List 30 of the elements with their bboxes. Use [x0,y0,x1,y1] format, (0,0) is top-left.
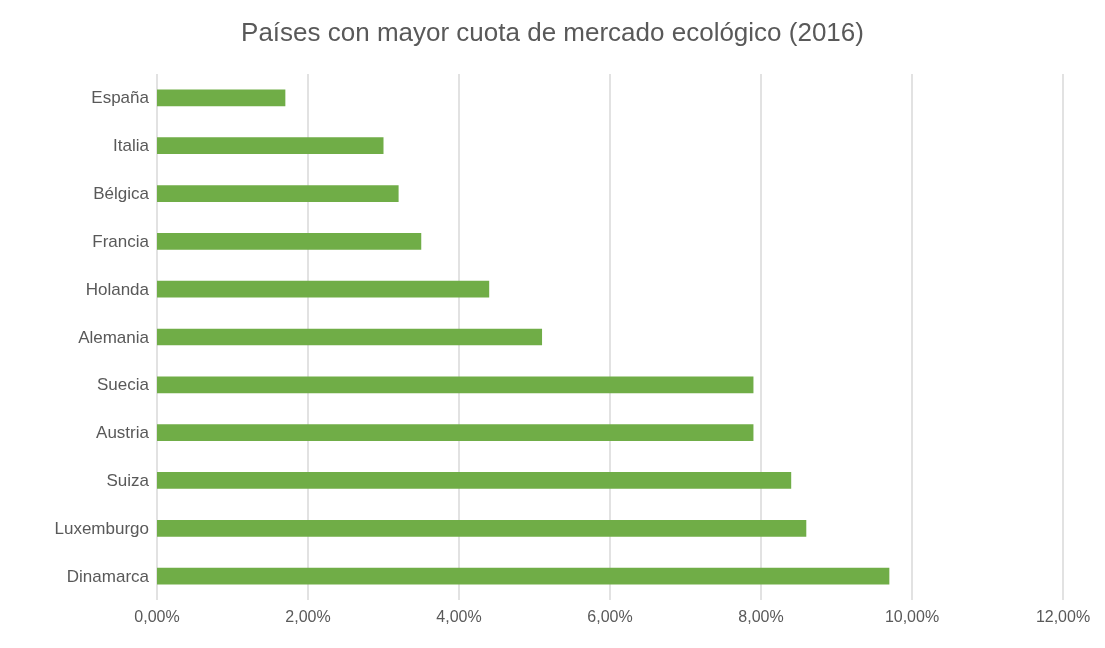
bar [157,376,754,394]
x-tick-label: 2,00% [285,607,331,625]
y-tick-label: Dinamarca [66,566,150,586]
bar [157,280,490,298]
y-tick-label: Bélgica [93,184,150,204]
y-tick-label: Luxemburgo [54,518,149,538]
x-tick-label: 12,00% [1035,607,1091,625]
y-tick-label: Austria [96,423,150,443]
y-tick-label: Suecia [97,375,150,395]
y-tick-label: Italia [113,136,150,156]
y-tick-label: Alemania [78,327,150,347]
bar [157,137,384,155]
bar [157,185,399,202]
x-tick-label: 8,00% [738,607,784,625]
y-tick-label: Holanda [85,279,150,299]
x-tick-label: 6,00% [587,607,633,625]
y-tick-label: Francia [92,231,150,251]
x-tick-label: 10,00% [884,607,940,625]
y-tick-label: España [91,88,150,108]
bar [157,472,792,489]
bar [157,567,890,585]
x-tick-label: 0,00% [134,607,180,625]
x-tick-label: 4,00% [436,607,482,625]
y-tick-label: Suiza [106,470,150,490]
bar [157,328,543,346]
bar [157,89,286,107]
bar [157,519,807,537]
bar [157,424,754,441]
bar [157,233,422,250]
chart-title: Países con mayor cuota de mercado ecológico (2016) [241,17,864,47]
